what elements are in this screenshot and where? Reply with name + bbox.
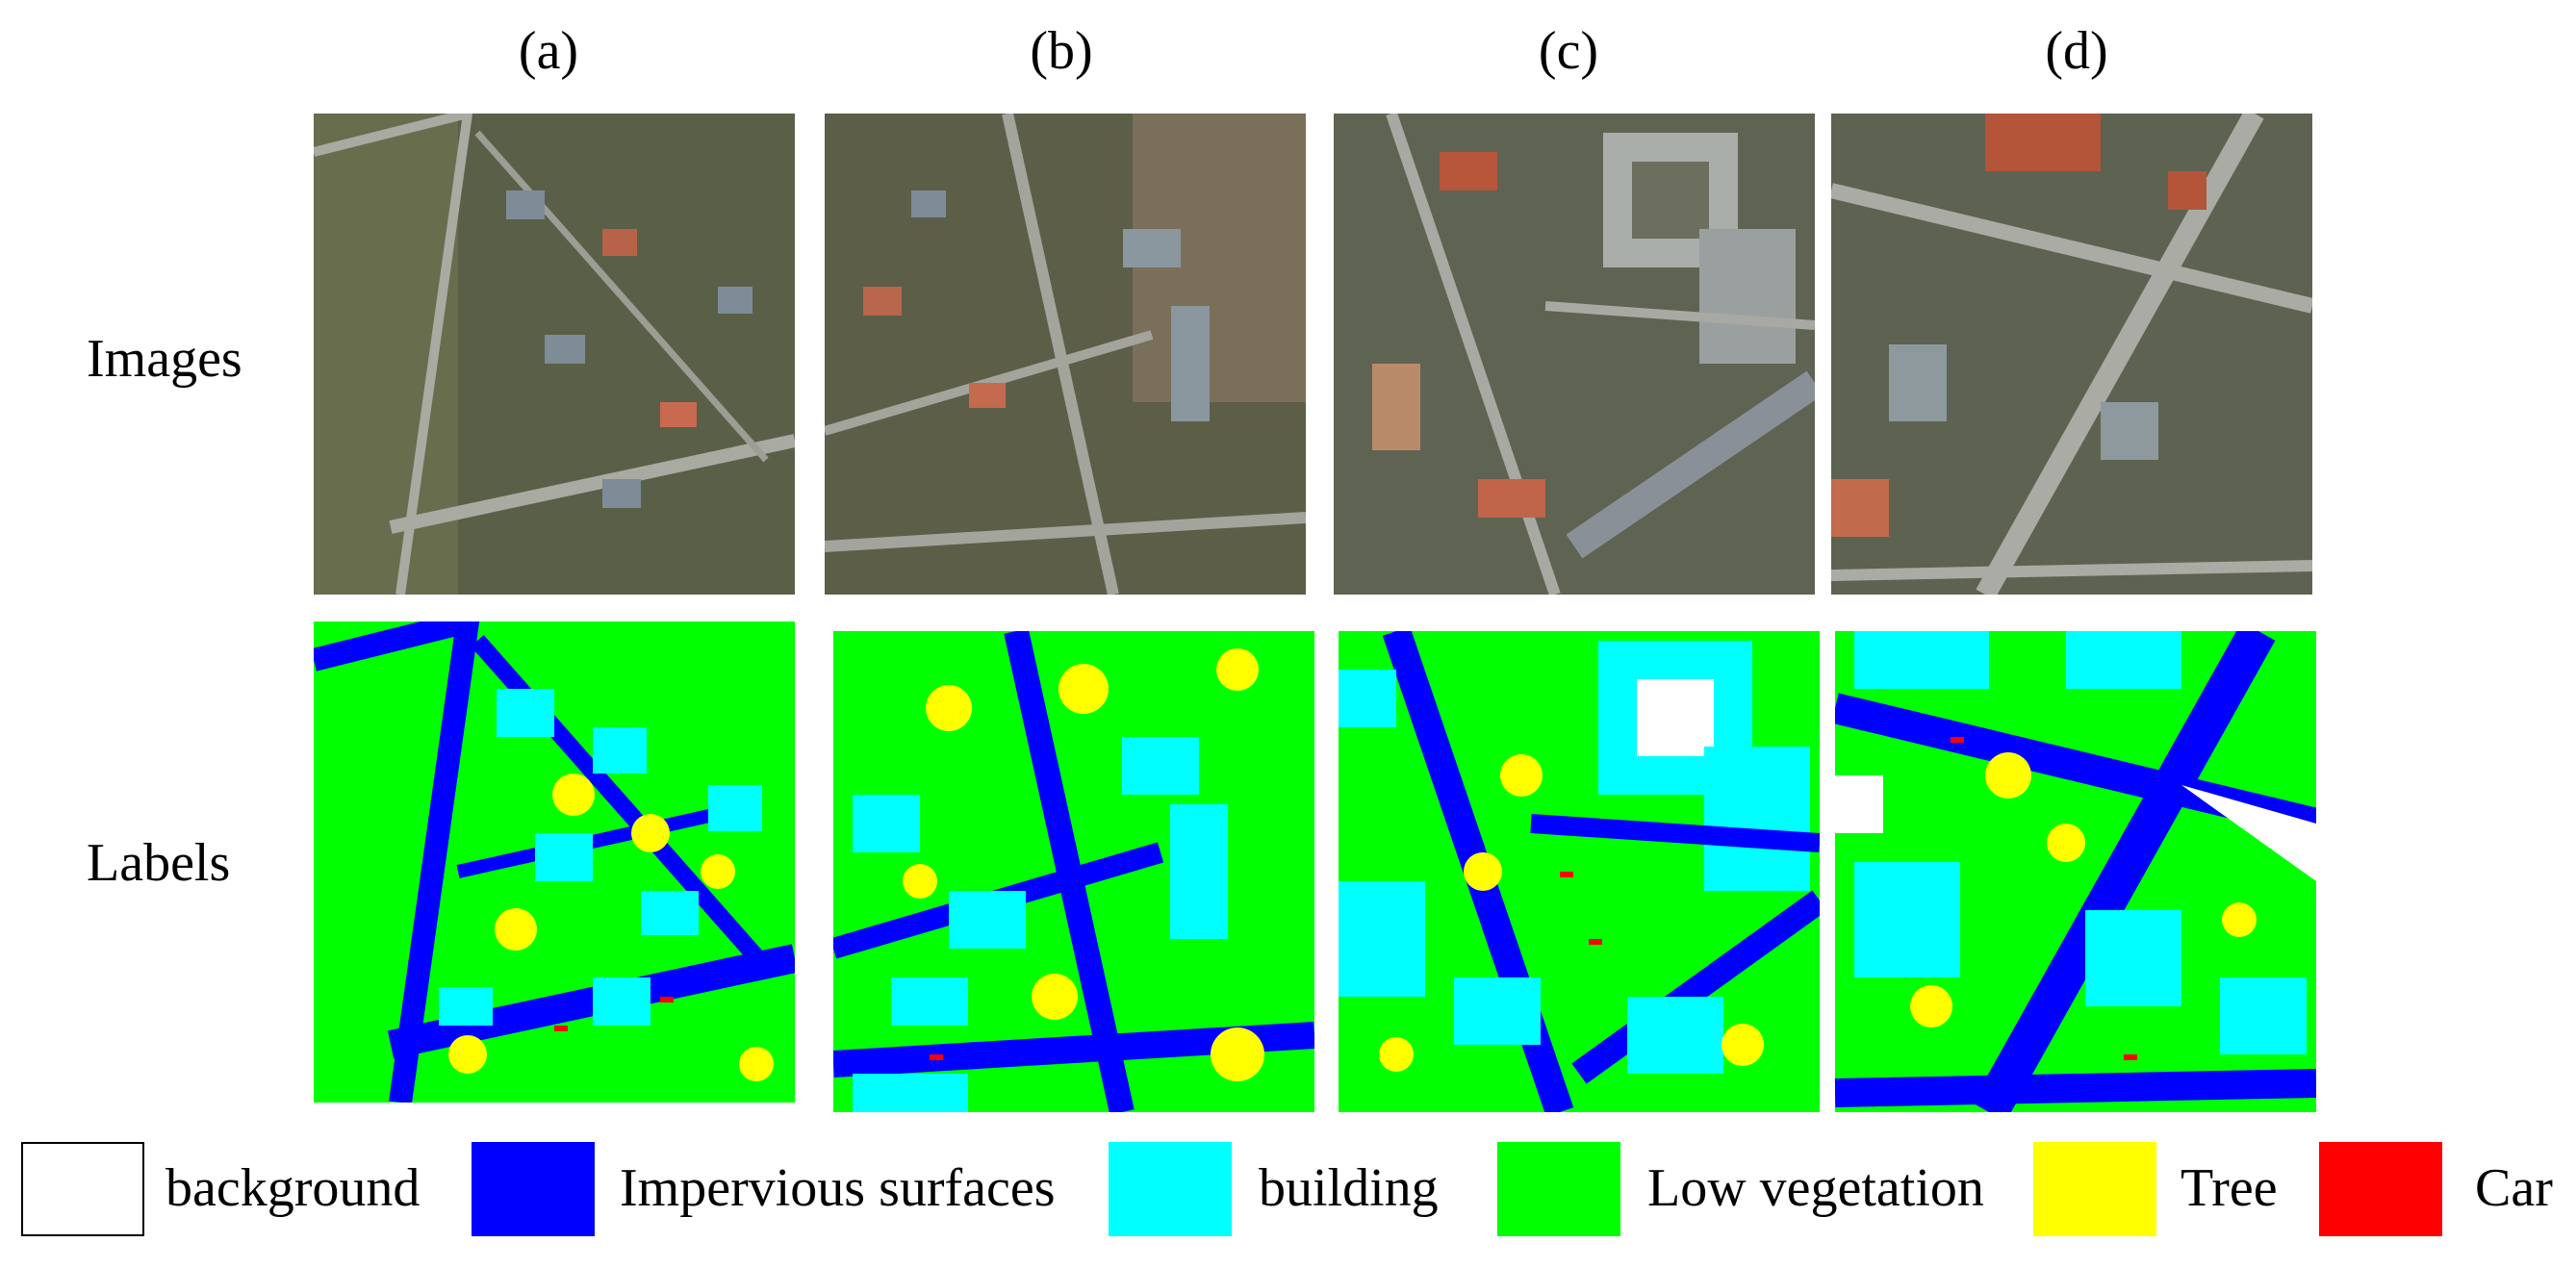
legend-label-impervious: Impervious surfaces xyxy=(620,1158,1056,1218)
legend-swatch-impervious xyxy=(472,1142,595,1236)
legend-swatch-building xyxy=(1109,1142,1232,1236)
label-map-d xyxy=(1835,631,2316,1112)
column-label-d: (d) xyxy=(2045,21,2108,81)
legend-swatch-car xyxy=(2319,1142,2442,1236)
legend-label-background: background xyxy=(166,1158,421,1218)
column-label-b: (b) xyxy=(1030,21,1093,81)
aerial-image-a xyxy=(314,114,795,595)
legend-label-low-vegetation: Low vegetation xyxy=(1647,1158,1984,1218)
legend-swatch-low-vegetation xyxy=(1497,1142,1620,1236)
label-map-a xyxy=(314,621,795,1103)
aerial-image-b xyxy=(825,114,1306,595)
aerial-image-d xyxy=(1831,114,2312,595)
row-label-labels: Labels xyxy=(87,833,231,893)
label-map-b xyxy=(833,631,1314,1112)
legend-label-tree: Tree xyxy=(2181,1158,2278,1218)
column-label-a: (a) xyxy=(518,21,579,81)
column-label-c: (c) xyxy=(1538,21,1599,81)
legend-label-building: building xyxy=(1259,1158,1439,1218)
label-map-c xyxy=(1339,631,1820,1112)
legend-swatch-tree xyxy=(2033,1142,2156,1236)
aerial-image-c xyxy=(1334,114,1815,595)
legend-label-car: Car xyxy=(2475,1158,2553,1218)
row-label-images: Images xyxy=(87,329,242,389)
legend-swatch-background xyxy=(21,1142,144,1236)
